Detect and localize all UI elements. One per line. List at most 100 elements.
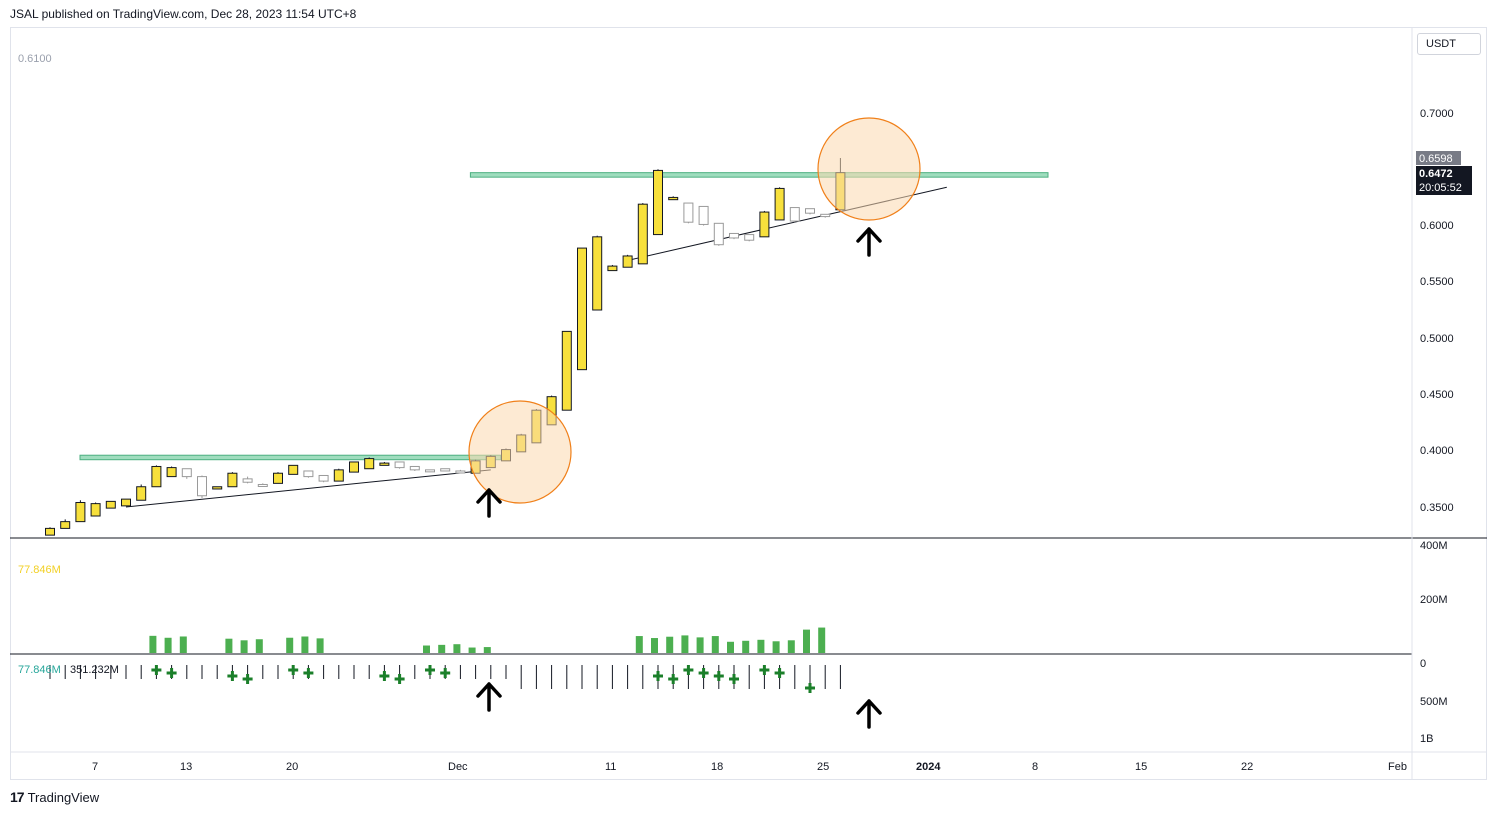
candle-body xyxy=(45,527,55,536)
chart-frame xyxy=(10,27,1487,780)
time-tick: 25 xyxy=(817,761,829,773)
candle-body xyxy=(789,207,800,222)
candle-body xyxy=(805,208,815,214)
currency-unit-selector[interactable]: USDT xyxy=(1417,33,1481,55)
up-arrow-icon xyxy=(476,488,502,518)
candle-body xyxy=(227,472,238,488)
candle-body xyxy=(318,474,329,482)
price-tick: 0.7000 xyxy=(1420,108,1454,120)
last-price-text: 0.6472 xyxy=(1419,168,1453,180)
volume-bar xyxy=(651,638,658,653)
brand-name: TradingView xyxy=(27,789,100,805)
volume-bar xyxy=(179,636,187,653)
candle-body xyxy=(759,211,770,238)
candle-body xyxy=(90,503,101,517)
time-tick: 18 xyxy=(711,761,723,773)
volume-bar xyxy=(818,627,826,653)
candle-body xyxy=(409,465,420,471)
last-price-badge xyxy=(1416,166,1472,195)
last-price-gray-badge xyxy=(1416,151,1461,165)
candle-body xyxy=(668,196,679,201)
annotations xyxy=(468,117,921,729)
time-tick-year: 2024 xyxy=(916,761,941,773)
volume-bar xyxy=(803,629,810,653)
price-tick: 0.3500 xyxy=(1420,502,1454,514)
price-tick: 0.4000 xyxy=(1420,445,1454,457)
volume-bar xyxy=(696,637,704,653)
volume-bar xyxy=(438,644,446,653)
candle-body xyxy=(698,205,709,225)
candle-body xyxy=(197,476,207,497)
indicator-plus-marker xyxy=(151,665,162,675)
volume-bar xyxy=(164,637,172,653)
volume-bars xyxy=(149,627,826,653)
indicator-plus-marker xyxy=(774,668,785,678)
countdown-text: 20:05:52 xyxy=(1419,182,1462,194)
indicator-label-b: 351.232M xyxy=(70,664,119,676)
candles xyxy=(45,158,846,536)
volume-bar xyxy=(255,639,263,653)
candle-body xyxy=(577,247,587,371)
time-tick: 15 xyxy=(1135,761,1147,773)
indicator-plus-marker xyxy=(653,671,663,681)
price-tick: 0.5000 xyxy=(1420,333,1454,345)
indicator-plus-marker xyxy=(425,665,435,675)
candle-body xyxy=(744,234,755,241)
indicator-plus-marker xyxy=(713,671,724,681)
candle-body xyxy=(151,465,162,488)
volume-bar xyxy=(742,640,750,653)
volume-bar xyxy=(225,638,233,653)
volume-bar xyxy=(772,641,780,653)
indicator-plus-marker xyxy=(759,665,770,675)
indicator-plus-marker xyxy=(303,668,314,678)
candle-body xyxy=(379,462,390,466)
candle-body xyxy=(637,203,648,265)
resistance-zone xyxy=(79,454,502,461)
candle-body xyxy=(364,458,375,470)
volume-tick: 400M xyxy=(1420,540,1448,552)
volume-bar xyxy=(286,637,294,653)
candle-body xyxy=(242,478,253,483)
time-tick: Dec xyxy=(448,761,468,773)
indicator-plus-marker xyxy=(729,674,739,684)
indicator-plus-marker xyxy=(805,683,815,693)
price-tick: 0.6000 xyxy=(1420,220,1454,232)
last-price-gray-text: 0.6598 xyxy=(1419,153,1453,165)
price-tick: 0.4500 xyxy=(1420,389,1454,401)
indicator-plus-marker xyxy=(288,665,299,675)
price-tick: 0.5500 xyxy=(1420,276,1454,288)
candle-body xyxy=(455,470,466,474)
publish-info: JSAL published on TradingView.com, Dec 2… xyxy=(10,7,357,21)
time-tick: 11 xyxy=(605,761,616,773)
indicator-tick: 0 xyxy=(1420,658,1426,670)
time-tick: 22 xyxy=(1241,761,1253,773)
candle-body xyxy=(394,461,405,469)
time-tick: 13 xyxy=(180,761,192,773)
candle-body xyxy=(622,255,633,268)
indicator-plus-marker xyxy=(698,668,709,678)
volume-bar xyxy=(453,644,461,653)
footer-branding[interactable]: 17 TradingView xyxy=(10,789,99,805)
highlight-circle xyxy=(468,400,572,504)
volume-bar xyxy=(240,640,248,653)
candle-body xyxy=(683,202,694,223)
candle-body xyxy=(774,187,785,221)
up-arrow-icon xyxy=(856,227,882,257)
volume-bar xyxy=(149,635,157,653)
time-tick: Feb xyxy=(1388,761,1407,773)
candle-body xyxy=(333,469,344,482)
indicator-label-a: 77.846M xyxy=(18,664,61,676)
up-arrow-icon xyxy=(856,699,882,729)
time-tick: 7 xyxy=(92,761,98,773)
candle-body xyxy=(440,468,451,472)
candle-body xyxy=(288,464,299,475)
indicator-tick: 500M xyxy=(1420,696,1448,708)
candle-body xyxy=(60,521,71,529)
indicator-plus-marker xyxy=(242,674,253,684)
candle-body xyxy=(561,330,572,411)
highlight-circle xyxy=(817,117,921,221)
indicator-plus-marker xyxy=(227,671,238,681)
indicator-plus-marker xyxy=(166,668,177,678)
candle-body xyxy=(820,213,831,218)
